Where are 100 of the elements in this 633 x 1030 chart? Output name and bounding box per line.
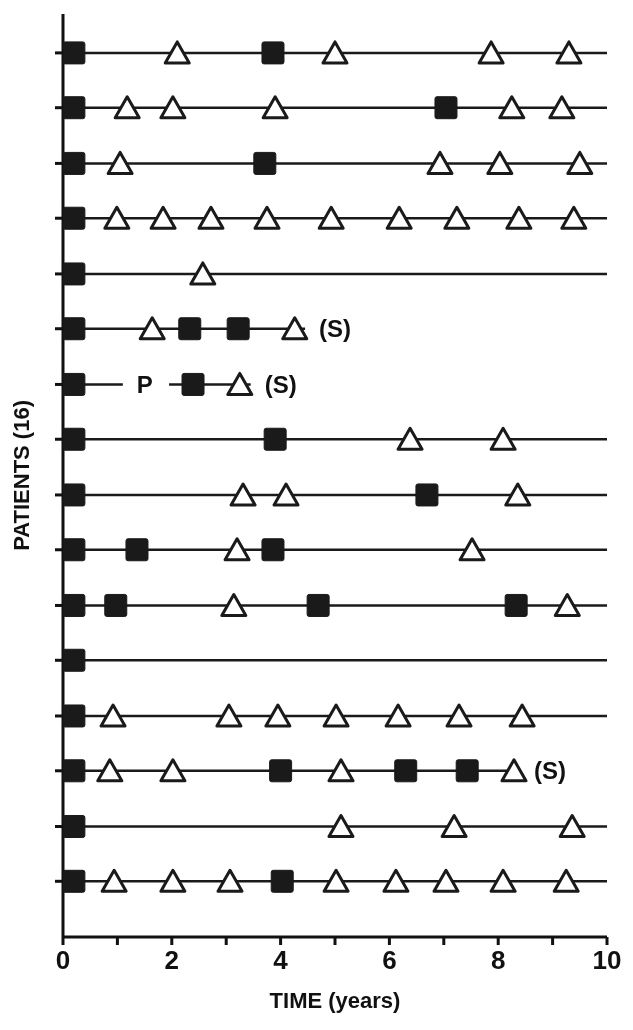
- point: [434, 96, 458, 120]
- point: [63, 704, 86, 728]
- point: [63, 483, 86, 507]
- point: [104, 593, 128, 617]
- point: [159, 758, 187, 783]
- annotation: P: [136, 370, 153, 398]
- x-tick-label: 4: [273, 945, 289, 976]
- point: [138, 316, 166, 341]
- point: [440, 813, 468, 838]
- point: [63, 759, 86, 783]
- point: [178, 317, 202, 341]
- annotation: (S): [319, 315, 352, 343]
- point: [113, 95, 141, 120]
- point: [504, 593, 528, 617]
- point: [306, 593, 330, 617]
- point: [317, 205, 345, 230]
- point: [553, 592, 581, 617]
- point: [220, 592, 248, 617]
- point: [63, 96, 86, 120]
- point: [382, 868, 410, 893]
- point: [415, 483, 439, 507]
- point: [269, 759, 293, 783]
- point: [458, 537, 486, 562]
- point: [253, 151, 277, 175]
- point: [63, 814, 86, 838]
- x-tick-label: 2: [164, 945, 180, 976]
- point: [558, 813, 586, 838]
- point: [63, 427, 86, 451]
- annotation: (S): [264, 370, 297, 398]
- point: [149, 205, 177, 230]
- point: [63, 151, 86, 175]
- x-tick-label: 6: [382, 945, 397, 976]
- point: [263, 427, 287, 451]
- point: [197, 205, 225, 230]
- point: [63, 538, 86, 562]
- point: [226, 317, 250, 341]
- point: [555, 40, 583, 65]
- point: [394, 759, 418, 783]
- point: [63, 317, 86, 341]
- point: [264, 703, 292, 728]
- point: [125, 538, 149, 562]
- point: [272, 482, 300, 507]
- point: [560, 205, 588, 230]
- point: [321, 40, 349, 65]
- point: [63, 41, 86, 65]
- point: [426, 150, 454, 175]
- point: [63, 372, 86, 396]
- y-axis-title: PATIENTS (16): [9, 400, 35, 551]
- point: [189, 261, 217, 286]
- x-tick-label: 10: [592, 945, 622, 976]
- point: [327, 813, 355, 838]
- point: [63, 206, 86, 230]
- point: [63, 869, 86, 893]
- point: [445, 703, 473, 728]
- point: [63, 262, 86, 286]
- x-tick-label: 8: [490, 945, 506, 976]
- point: [384, 703, 412, 728]
- point: [103, 205, 131, 230]
- point: [489, 868, 517, 893]
- point: [223, 537, 251, 562]
- point: [443, 205, 471, 230]
- point: [261, 41, 285, 65]
- point: [229, 482, 257, 507]
- point: [226, 371, 254, 396]
- point: [261, 538, 285, 562]
- point: [486, 150, 514, 175]
- point: [163, 40, 191, 65]
- point: [100, 868, 128, 893]
- point: [327, 758, 355, 783]
- point: [63, 593, 86, 617]
- point: [216, 868, 244, 893]
- point: [99, 703, 127, 728]
- point: [477, 40, 505, 65]
- point: [322, 703, 350, 728]
- point: [253, 205, 281, 230]
- point: [106, 150, 134, 175]
- point: [96, 758, 124, 783]
- point: [489, 426, 517, 451]
- point: [500, 758, 528, 783]
- point: [281, 316, 309, 341]
- point: [552, 868, 580, 893]
- point: [505, 205, 533, 230]
- point: [270, 869, 294, 893]
- point: [159, 868, 187, 893]
- point: [385, 205, 413, 230]
- point: [63, 648, 86, 672]
- x-tick-label: 0: [55, 945, 71, 976]
- point: [432, 868, 460, 893]
- point: [498, 95, 526, 120]
- point: [566, 150, 594, 175]
- point: [455, 759, 479, 783]
- point: [548, 95, 576, 120]
- annotation: (S): [533, 757, 566, 785]
- point: [396, 426, 424, 451]
- x-axis-title: TIME (years): [268, 988, 402, 1014]
- point: [322, 868, 350, 893]
- point: [181, 372, 205, 396]
- point: [261, 95, 289, 120]
- point: [504, 482, 532, 507]
- point: [159, 95, 187, 120]
